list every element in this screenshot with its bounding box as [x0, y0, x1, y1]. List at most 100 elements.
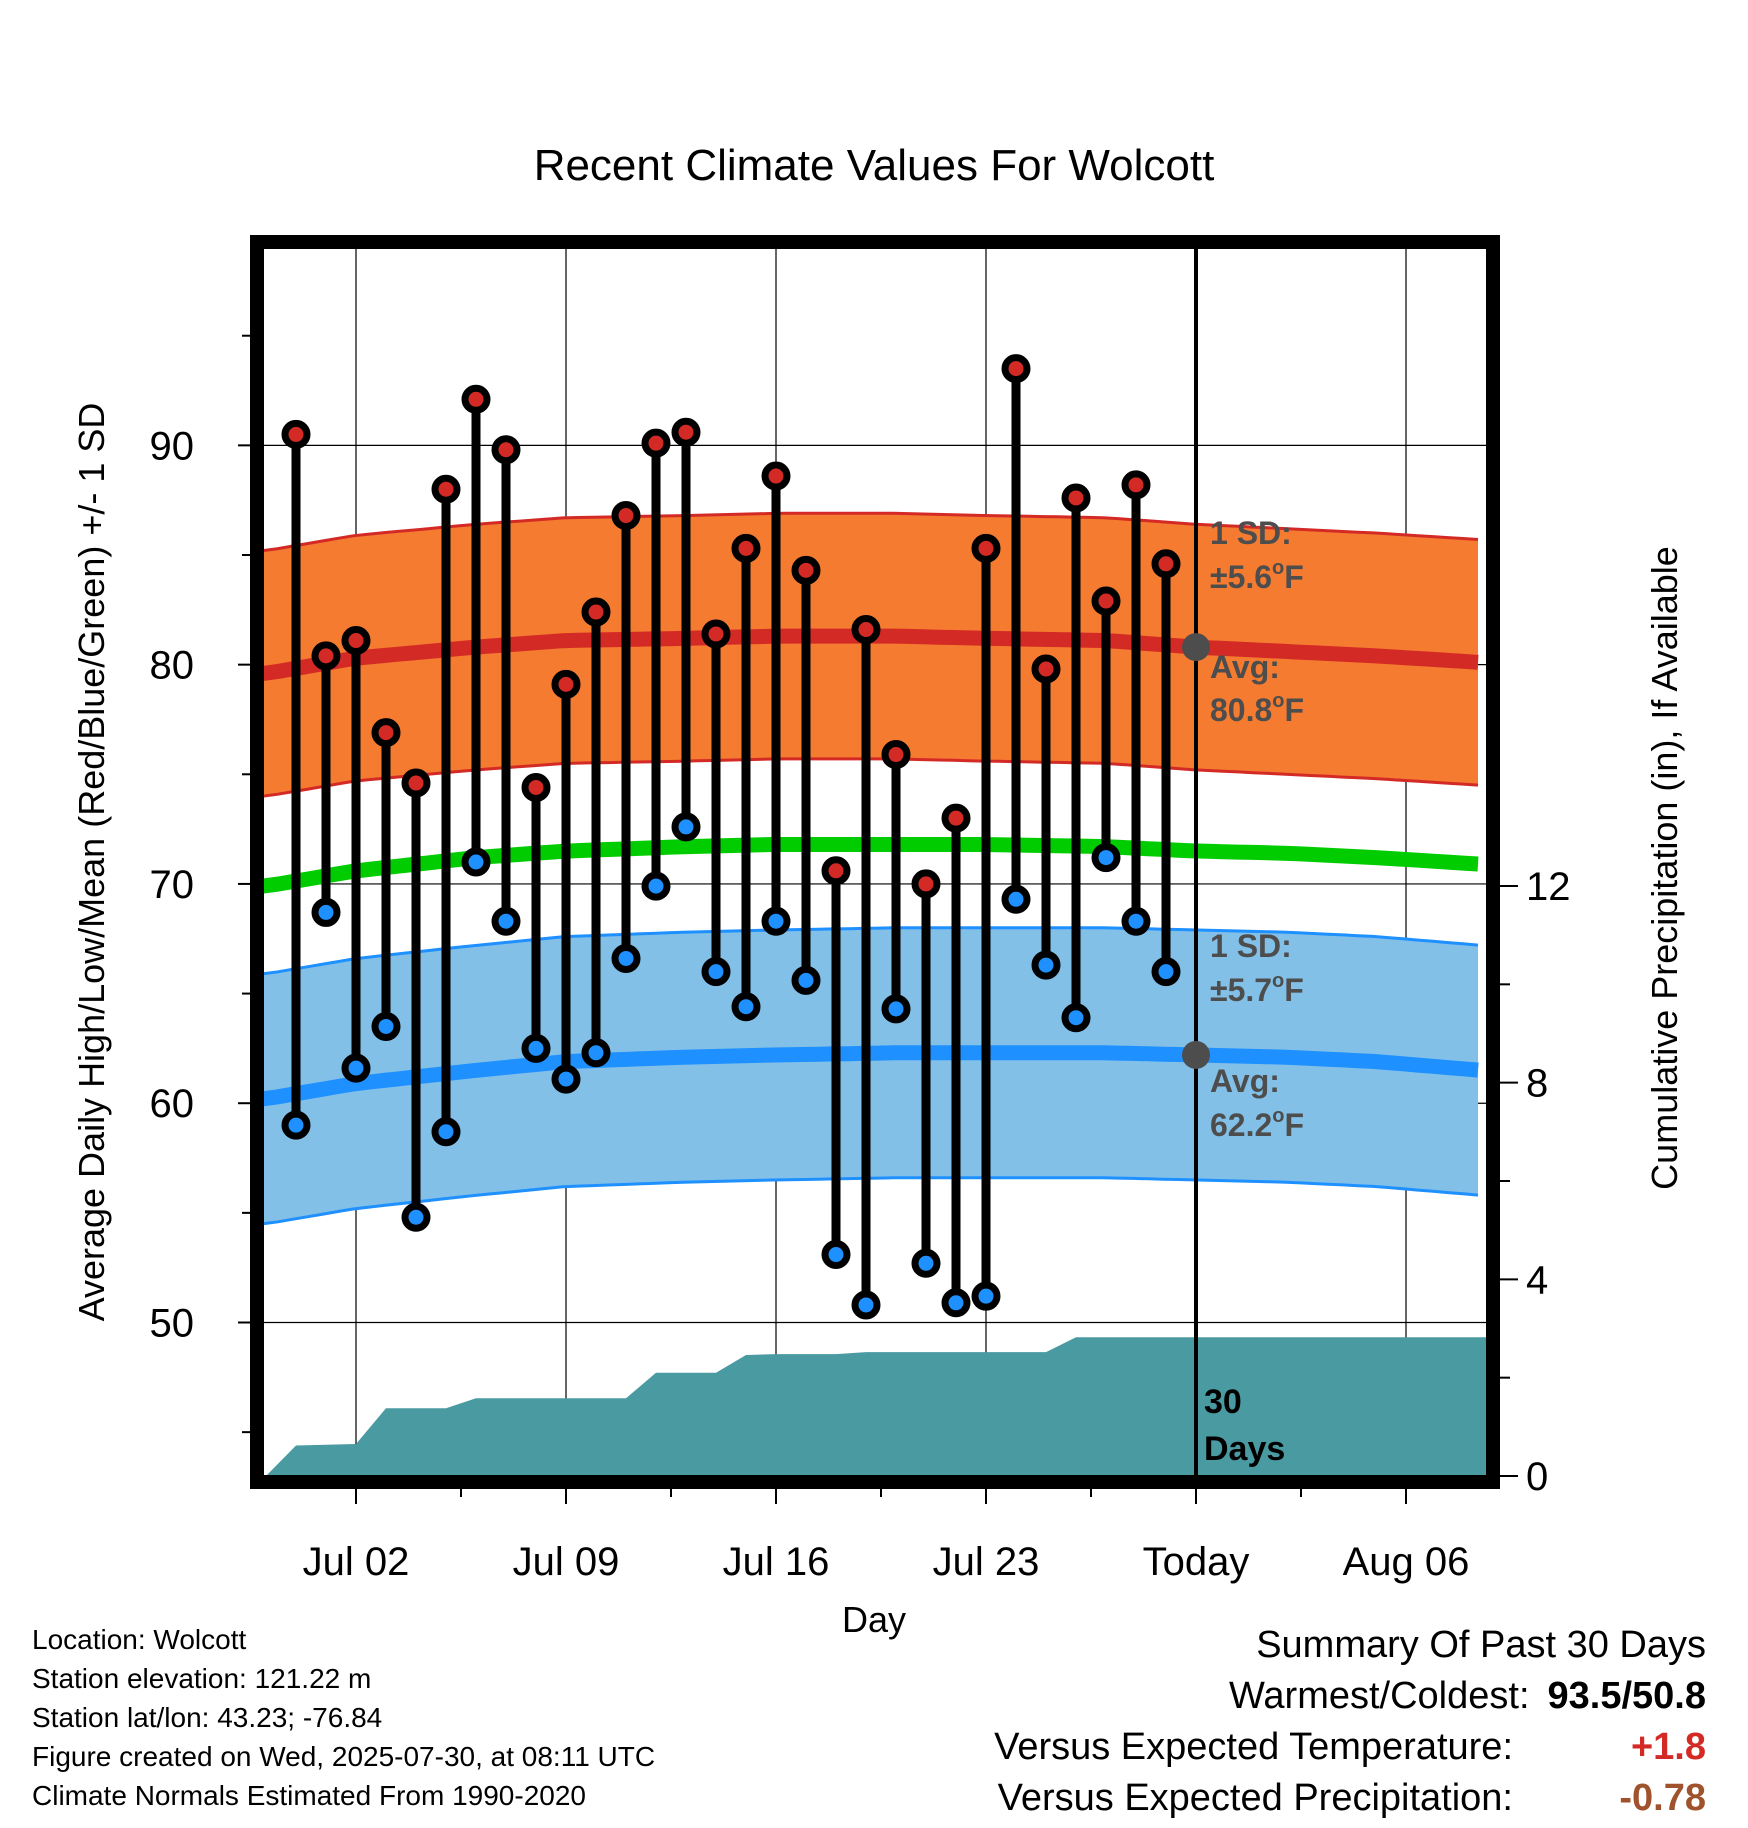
daily-high-point — [671, 417, 701, 447]
daily-low-point — [911, 1248, 941, 1278]
daily-high-point — [821, 856, 851, 886]
daily-low-point — [761, 906, 791, 936]
daily-low-point — [581, 1038, 611, 1068]
daily-high-point — [791, 555, 821, 585]
daily-high-point — [1121, 470, 1151, 500]
daily-high-point — [581, 597, 611, 627]
daily-low-point — [491, 906, 521, 936]
daily-high-point — [431, 474, 461, 504]
daily-low-point — [311, 897, 341, 927]
daily-low-point — [971, 1281, 1001, 1311]
daily-low-point — [731, 992, 761, 1022]
precip-row: Versus Expected Precipitation: -0.78 — [994, 1773, 1706, 1824]
daily-low-point — [1061, 1003, 1091, 1033]
daily-high-point — [761, 461, 791, 491]
daily-high-point — [731, 533, 761, 563]
warmest-label: Warmest/Coldest: — [1228, 1675, 1530, 1717]
summary-heading: Summary Of Past 30 Days — [1256, 1624, 1706, 1666]
normals-text: Climate Normals Estimated From 1990-2020 — [32, 1780, 586, 1811]
daily-high-point — [701, 619, 731, 649]
y2-tick-label: 0 — [1526, 1455, 1548, 1499]
daily-low-point — [461, 847, 491, 877]
low-avg-label: Avg: — [1210, 1063, 1280, 1099]
high-sd-value: ±5.6oF — [1210, 557, 1304, 595]
daily-low-point — [431, 1117, 461, 1147]
daily-low-point — [791, 965, 821, 995]
daily-high-point — [1151, 549, 1181, 579]
location-text: Location: Wolcott — [32, 1624, 247, 1655]
x-tick-label: Jul 09 — [513, 1540, 620, 1584]
high-avg-value: 80.8oF — [1210, 690, 1304, 728]
daily-low-point — [401, 1202, 431, 1232]
y-tick-label: 80 — [150, 644, 195, 688]
daily-high-point — [521, 772, 551, 802]
y2-axis-label: Cumulative Precipitation (in), If Availa… — [1644, 546, 1685, 1190]
daily-high-point — [551, 669, 581, 699]
daily-low-point — [701, 957, 731, 987]
today-low-avg-dot — [1182, 1040, 1210, 1069]
daily-low-point — [641, 871, 671, 901]
y-tick-label: 50 — [150, 1302, 195, 1346]
daily-high-point — [941, 803, 971, 833]
daily-high-point — [401, 768, 431, 798]
daily-high-point — [971, 533, 1001, 563]
temp-value: +1.8 — [1630, 1726, 1706, 1768]
warmest-value: 93.5/50.8 — [1547, 1675, 1706, 1717]
daily-high-point — [1091, 586, 1121, 616]
daily-low-point — [611, 943, 641, 973]
precip-value: -0.78 — [1619, 1777, 1706, 1819]
y2-tick-label: 4 — [1526, 1258, 1548, 1302]
daily-low-point — [551, 1064, 581, 1094]
y-tick-label: 60 — [150, 1082, 195, 1126]
daily-low-point — [1001, 884, 1031, 914]
y-tick-label: 90 — [150, 424, 195, 468]
daily-low-point — [1031, 950, 1061, 980]
low-sd-value: ±5.7oF — [1210, 970, 1304, 1008]
x-tick-label: Jul 02 — [303, 1540, 410, 1584]
summary-panel: Summary Of Past 30 Days Warmest/Coldest:… — [994, 1620, 1706, 1824]
elevation-text: Station elevation: 121.22 m — [32, 1663, 372, 1694]
x-tick-label: Aug 06 — [1343, 1540, 1470, 1584]
daily-low-point — [1091, 843, 1121, 873]
x-tick-label: Jul 23 — [933, 1540, 1040, 1584]
daily-low-point — [941, 1288, 971, 1318]
daily-low-point — [371, 1011, 401, 1041]
daily-low-point — [1151, 957, 1181, 987]
warmest-row: Warmest/Coldest: 93.5/50.8 — [994, 1671, 1706, 1722]
y-tick-label: 70 — [150, 863, 195, 907]
station-info: Location: Wolcott Station elevation: 121… — [32, 1620, 655, 1815]
latlon-text: Station lat/lon: 43.23; -76.84 — [32, 1702, 383, 1733]
x-axis-label: Day — [842, 1599, 906, 1640]
daily-high-point — [311, 641, 341, 671]
low-sd-label: 1 SD: — [1210, 928, 1292, 964]
y-axis-label: Average Daily High/Low/Mean (Red/Blue/Gr… — [71, 403, 112, 1322]
x-tick-label: Today — [1143, 1540, 1250, 1584]
daily-low-point — [851, 1290, 881, 1320]
precip-area — [266, 1337, 1487, 1476]
daily-low-point — [881, 994, 911, 1024]
daily-low-point — [671, 812, 701, 842]
daily-high-point — [881, 740, 911, 770]
chart-title: Recent Climate Values For Wolcott — [534, 141, 1215, 190]
high-avg-label: Avg: — [1210, 649, 1280, 685]
daily-high-point — [1031, 654, 1061, 684]
daily-high-point — [341, 626, 371, 656]
low-avg-value: 62.2oF — [1210, 1105, 1304, 1143]
x-tick-label: Jul 16 — [723, 1540, 830, 1584]
high-sd-label: 1 SD: — [1210, 515, 1292, 551]
daily-high-point — [611, 501, 641, 531]
daily-high-point — [371, 718, 401, 748]
today-high-avg-dot — [1182, 633, 1210, 662]
daily-low-point — [821, 1240, 851, 1270]
days-number: 30 — [1204, 1383, 1242, 1421]
daily-high-point — [461, 384, 491, 414]
high-sd-upper-edge — [263, 511, 1479, 553]
daily-high-point — [1001, 354, 1031, 384]
daily-high-point — [281, 419, 311, 449]
daily-high-point — [491, 435, 521, 465]
created-text: Figure created on Wed, 2025-07-30, at 08… — [32, 1741, 656, 1772]
days-word: Days — [1204, 1430, 1285, 1468]
daily-low-point — [341, 1053, 371, 1083]
daily-low-point — [281, 1110, 311, 1140]
